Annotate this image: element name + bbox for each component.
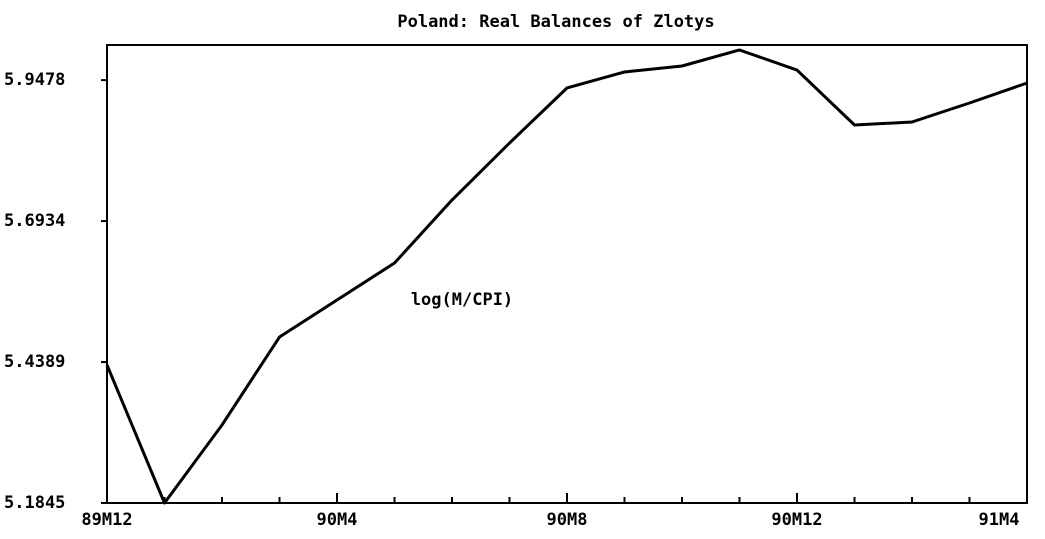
- x-tick-label: 90M12: [771, 510, 822, 530]
- annotation: log(M/CPI): [411, 290, 513, 310]
- x-tick-label: 89M12: [81, 510, 132, 530]
- x-tick-label: 91M4: [979, 510, 1020, 530]
- y-tick-label: 5.1845: [4, 493, 65, 513]
- x-tick-label: 90M8: [547, 510, 588, 530]
- chart-title: Poland: Real Balances of Zlotys: [397, 12, 714, 32]
- plot-frame: [106, 44, 1028, 504]
- x-tick-label: 90M4: [317, 510, 358, 530]
- data-line: [105, 48, 1028, 505]
- y-tick-label: 5.6934: [4, 211, 65, 231]
- y-tick-label: 5.9478: [4, 70, 65, 90]
- y-tick-label: 5.4389: [4, 352, 65, 372]
